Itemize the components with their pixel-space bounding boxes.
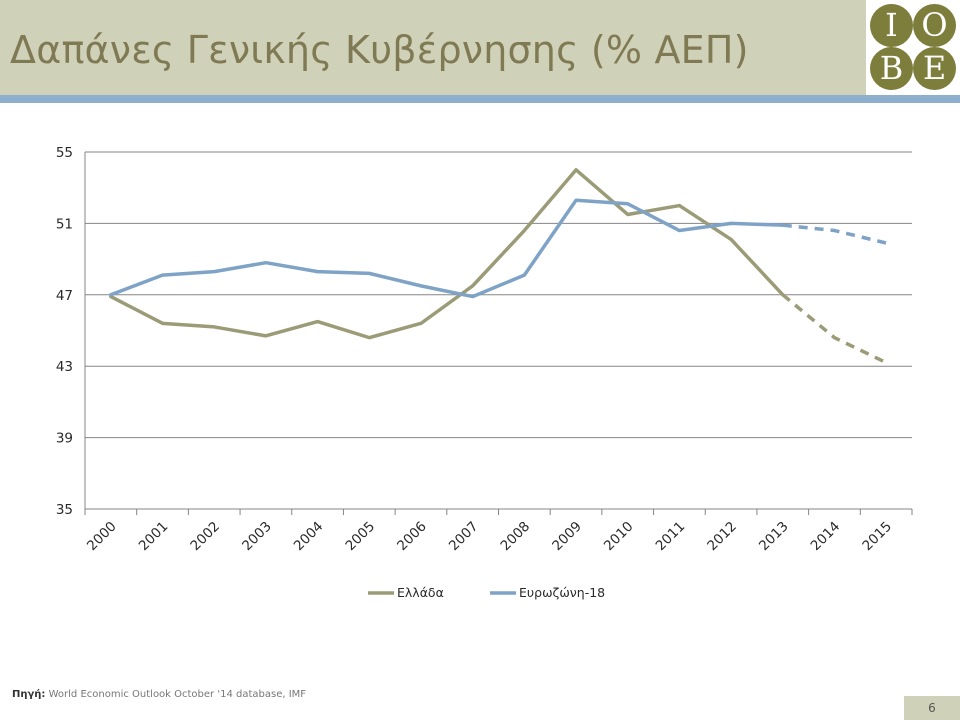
data-point	[419, 321, 423, 325]
data-point	[677, 204, 681, 208]
logo-letter-b: B	[870, 47, 913, 90]
series-projection-line-0	[781, 293, 887, 365]
x-tick-label: 2011	[653, 519, 689, 555]
x-tick-label: 2002	[187, 519, 223, 555]
data-point	[574, 168, 578, 172]
data-point	[212, 325, 216, 329]
legend-label: Ευρωζώνη-18	[519, 585, 605, 600]
source-text: World Economic Outlook October '14 datab…	[48, 689, 307, 700]
x-tick-label: 2005	[343, 519, 379, 555]
y-tick-label: 43	[56, 359, 73, 375]
data-point	[161, 321, 165, 325]
data-point	[367, 271, 371, 275]
x-tick-label: 2000	[84, 519, 120, 555]
x-tick-label: 2015	[859, 519, 895, 555]
data-point	[316, 320, 320, 324]
x-tick-label: 2004	[291, 519, 327, 555]
iobe-logo: I O B E	[866, 0, 960, 95]
source-label: Πηγή:	[12, 689, 46, 700]
data-point	[522, 273, 526, 277]
logo-letter-i: I	[870, 4, 913, 47]
legend-label: Ελλάδα	[397, 585, 444, 600]
x-tick-label: 2012	[704, 519, 740, 555]
data-point	[626, 202, 630, 206]
data-point	[522, 229, 526, 233]
data-point	[832, 336, 836, 340]
x-tick-label: 2010	[601, 519, 637, 555]
data-point	[832, 229, 836, 233]
data-point	[161, 273, 165, 277]
line-chart: 55 51 47 43 39 35 2000 2001 2002 2003 2004 2005 2006…	[56, 145, 913, 600]
data-point	[367, 336, 371, 340]
data-point	[264, 334, 268, 338]
data-point	[781, 223, 785, 227]
data-point	[109, 293, 113, 297]
x-tick-label: 2009	[549, 519, 585, 555]
header-band: Δαπάνες Γενικής Κυβέρνησης (% ΑΕΠ) I O B…	[0, 0, 960, 95]
data-point	[471, 284, 475, 288]
slide-title: Δαπάνες Γενικής Κυβέρνησης (% ΑΕΠ)	[10, 28, 749, 72]
series-line-1	[109, 198, 785, 299]
data-point	[729, 221, 733, 225]
page-number: 6	[904, 696, 960, 720]
x-tick-label: 2006	[394, 519, 430, 555]
y-tick-label: 51	[56, 216, 73, 232]
data-point	[884, 241, 888, 245]
data-point	[316, 270, 320, 274]
data-point	[212, 270, 216, 274]
data-point	[729, 237, 733, 241]
data-point	[677, 229, 681, 233]
data-point	[419, 284, 423, 288]
x-tick-label: 2003	[239, 519, 275, 555]
data-point	[884, 361, 888, 365]
logo-letter-o: O	[913, 4, 956, 47]
data-point	[471, 295, 475, 299]
source-note: Πηγή: World Economic Outlook October '14…	[12, 689, 306, 700]
x-tick-label: 2008	[498, 519, 534, 555]
series-line-0	[109, 168, 785, 340]
series-projection-line-1	[782, 223, 887, 245]
logo-letter-e: E	[913, 47, 956, 90]
header-divider	[0, 95, 960, 103]
y-tick-label: 47	[56, 288, 73, 304]
data-point	[264, 261, 268, 265]
data-point	[781, 293, 785, 297]
y-tick-label: 39	[56, 431, 73, 447]
x-tick-label: 2001	[136, 519, 172, 555]
x-tick-label: 2007	[446, 519, 482, 555]
y-tick-label: 35	[56, 502, 73, 518]
y-tick-label: 55	[56, 145, 73, 161]
x-tick-label: 2013	[756, 519, 792, 555]
data-point	[574, 198, 578, 202]
data-point	[626, 212, 630, 216]
x-tick-label: 2014	[808, 519, 844, 555]
